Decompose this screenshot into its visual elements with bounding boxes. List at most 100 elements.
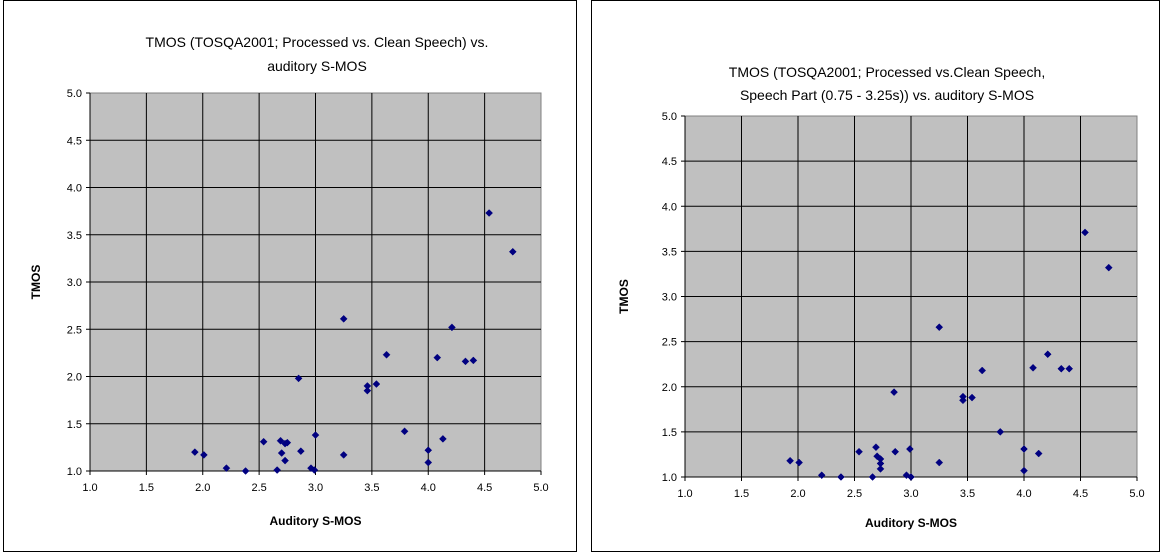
data-point <box>363 386 372 395</box>
data-point <box>1029 363 1037 372</box>
data-point <box>795 458 803 467</box>
chart-right: TMOS (TOSQA2001; Processed vs.Clean Spee… <box>591 0 1160 552</box>
y-tick-label: 2.0 <box>662 382 677 394</box>
x-tick-label: 2.0 <box>195 482 210 494</box>
x-tick-label: 4.5 <box>477 482 492 494</box>
x-tick-label: 5.0 <box>533 482 548 494</box>
y-tick-label: 1.0 <box>662 472 677 484</box>
x-tick-label: 1.0 <box>677 488 692 500</box>
y-tick-label: 2.5 <box>67 324 82 336</box>
data-point <box>959 396 967 405</box>
data-point <box>1034 449 1043 458</box>
data-point <box>382 350 391 359</box>
data-point <box>906 445 914 453</box>
y-axis-label: TMOS <box>617 279 631 314</box>
y-tick-label: 5.0 <box>67 88 82 100</box>
data-point <box>283 438 292 447</box>
data-point <box>339 315 348 323</box>
data-point <box>296 447 305 456</box>
x-tick-label: 1.0 <box>82 482 97 494</box>
chart-left-svg: TMOS (TOSQA2001; Processed vs. Clean Spe… <box>29 34 549 528</box>
data-point <box>339 451 348 459</box>
data-point <box>273 466 282 474</box>
data-point <box>310 466 319 474</box>
data-point <box>907 473 915 481</box>
data-point <box>868 473 877 481</box>
data-point <box>891 447 900 456</box>
chart-left: TMOS (TOSQA2001; Processed vs. Clean Spe… <box>3 0 577 552</box>
data-point <box>433 353 442 362</box>
data-point <box>191 448 199 456</box>
data-point <box>978 366 987 375</box>
data-point <box>439 435 447 443</box>
x-tick-label: 4.0 <box>421 482 436 494</box>
x-tick-label: 3.5 <box>364 482 379 494</box>
data-point <box>311 431 320 439</box>
data-point <box>996 428 1005 436</box>
y-tick-label: 5.0 <box>662 111 677 123</box>
data-point <box>277 449 286 457</box>
data-point <box>461 357 470 366</box>
data-point <box>448 323 456 332</box>
x-tick-label: 3.0 <box>903 488 918 500</box>
y-tick-label: 4.5 <box>662 156 677 168</box>
data-point <box>872 443 880 452</box>
data-point <box>817 471 826 480</box>
data-point <box>1057 364 1066 373</box>
x-tick-label: 3.0 <box>308 482 323 494</box>
y-tick-label: 4.0 <box>662 201 677 213</box>
data-point <box>837 473 845 481</box>
data-point <box>424 446 433 455</box>
y-tick-label: 1.5 <box>67 419 82 431</box>
chart-title-line: TMOS (TOSQA2001; Processed vs. Clean Spe… <box>146 34 489 50</box>
data-point <box>200 451 208 459</box>
data-point <box>968 393 976 402</box>
x-axis-label: Auditory S-MOS <box>270 514 362 528</box>
data-point <box>855 447 863 456</box>
y-tick-label: 1.5 <box>662 427 677 439</box>
x-tick-label: 4.5 <box>1073 488 1088 500</box>
data-point <box>222 464 231 473</box>
y-tick-label: 3.5 <box>662 246 677 258</box>
y-tick-label: 1.0 <box>67 466 82 478</box>
x-axis-label: Auditory S-MOS <box>865 516 957 530</box>
chart-title-line: Speech Part (0.75 - 3.25s)) vs. auditory… <box>740 87 1034 103</box>
data-point <box>1081 228 1089 237</box>
chart-title-line: auditory S-MOS <box>267 58 367 74</box>
data-point <box>508 247 517 256</box>
y-tick-label: 4.0 <box>67 183 82 195</box>
x-tick-label: 2.0 <box>790 488 805 500</box>
chart-right-svg: TMOS (TOSQA2001; Processed vs.Clean Spee… <box>617 64 1145 530</box>
x-tick-label: 5.0 <box>1129 488 1144 500</box>
data-point <box>400 427 409 436</box>
y-tick-label: 3.5 <box>67 230 82 242</box>
data-point <box>890 388 898 397</box>
data-point <box>241 467 250 475</box>
x-tick-label: 1.5 <box>734 488 749 500</box>
x-tick-label: 2.5 <box>251 482 266 494</box>
y-tick-label: 3.0 <box>67 277 82 289</box>
data-point <box>372 380 381 388</box>
x-tick-label: 3.5 <box>960 488 975 500</box>
data-point <box>259 437 268 446</box>
data-point <box>1043 350 1052 359</box>
data-point <box>1020 445 1028 453</box>
data-point <box>294 374 303 383</box>
data-point <box>281 456 289 465</box>
chart-title-line: TMOS (TOSQA2001; Processed vs.Clean Spee… <box>729 64 1045 80</box>
data-point <box>1065 364 1074 373</box>
y-tick-label: 3.0 <box>662 292 677 304</box>
x-tick-label: 1.5 <box>139 482 154 494</box>
y-tick-label: 2.0 <box>67 372 82 384</box>
data-point <box>469 356 478 365</box>
y-tick-label: 4.5 <box>67 135 82 147</box>
data-point <box>786 456 794 465</box>
data-point <box>424 458 433 467</box>
y-tick-label: 2.5 <box>662 337 677 349</box>
data-point <box>1104 263 1113 272</box>
data-point <box>485 209 493 217</box>
data-point <box>876 465 885 473</box>
x-tick-label: 4.0 <box>1016 488 1031 500</box>
data-point <box>935 323 944 332</box>
data-point <box>935 458 944 467</box>
